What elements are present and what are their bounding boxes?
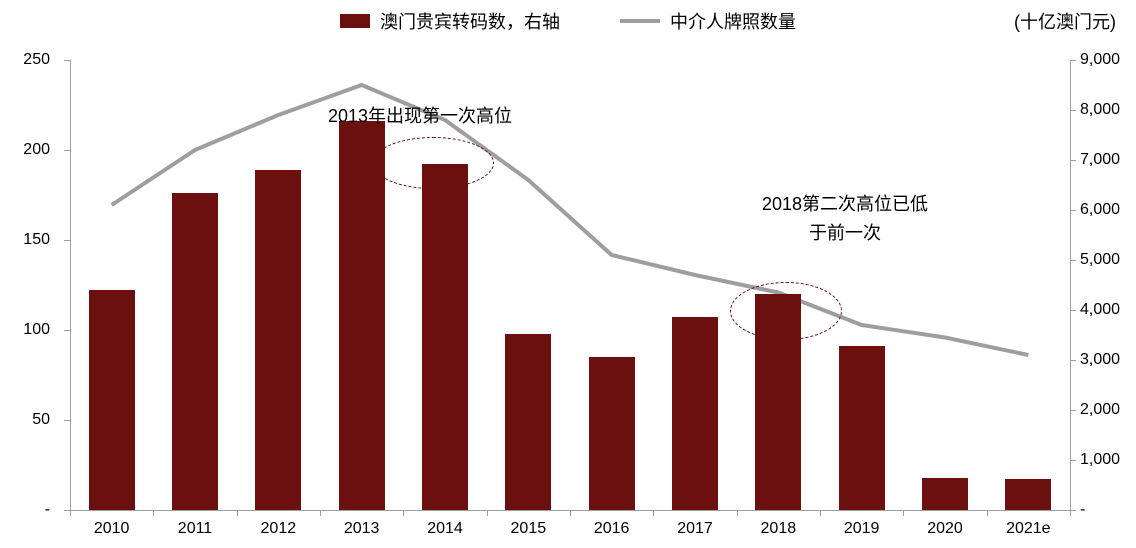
chart-container: 澳门贵宾转码数，右轴 中介人牌照数量 (十亿澳门元) - 50 100 150 200 2… (0, 0, 1136, 548)
legend-swatch-bar (340, 14, 370, 28)
y-right-tick-label: 6,000 (1080, 202, 1120, 218)
y-right-tick-mark (1070, 60, 1076, 61)
y-right-tick-label: 2,000 (1080, 402, 1120, 418)
bar (839, 346, 885, 510)
x-tick-label: 2021e (1006, 520, 1051, 538)
bar (589, 357, 635, 510)
y-right-tick-mark (1070, 110, 1076, 111)
x-tick-label: 2016 (594, 520, 630, 538)
x-tick-label: 2011 (178, 520, 212, 538)
y-left-tick-label: 100 (23, 322, 50, 338)
x-axis: 2010 2011 2012 2013 2014 2015 2016 2017 2018 2019… (70, 510, 1070, 540)
x-tick-label: 2015 (511, 520, 547, 538)
y-left-tick-mark (64, 240, 70, 241)
bar (89, 290, 135, 510)
y-right-tick-mark (1070, 210, 1076, 211)
y-right-tick-label: 7,000 (1080, 152, 1120, 168)
x-axis-line (70, 510, 1070, 511)
legend-swatch-line (620, 19, 660, 23)
legend-item-bar: 澳门贵宾转码数，右轴 (340, 8, 560, 34)
y-left-tick-label: 250 (23, 52, 50, 68)
y-right-tick-mark (1070, 410, 1076, 411)
y-right-tick-mark (1070, 310, 1076, 311)
bar (422, 164, 468, 510)
plot-area: 2013年出现第一次高位 2018第二次高位已低于前一次 (70, 60, 1070, 510)
y-left-tick-label: 50 (32, 412, 50, 428)
line-series (70, 60, 1070, 510)
x-tick-label: 2019 (844, 520, 880, 538)
y-left-tick-mark (64, 150, 70, 151)
annotation-line: 于前一次 (762, 219, 928, 248)
y-right-tick-mark (1070, 360, 1076, 361)
y-right-tick-label: - (1080, 502, 1085, 518)
y-left-tick-mark (64, 420, 70, 421)
bar (505, 334, 551, 510)
y-right-tick-label: 8,000 (1080, 102, 1120, 118)
legend: 澳门贵宾转码数，右轴 中介人牌照数量 (0, 8, 1136, 34)
unit-label: (十亿澳门元) (1014, 8, 1116, 34)
y-axis-right: -1,0002,0003,0004,0005,0006,0007,0008,00… (1070, 60, 1136, 510)
y-right-tick-mark (1070, 160, 1076, 161)
annotation: 2013年出现第一次高位 (328, 102, 512, 131)
y-right-tick-mark (1070, 460, 1076, 461)
x-tick-label: 2013 (344, 520, 380, 538)
x-tick-label: 2014 (427, 520, 463, 538)
y-right-tick-label: 1,000 (1080, 452, 1120, 468)
annotation: 2018第二次高位已低于前一次 (762, 190, 928, 248)
legend-label-bar: 澳门贵宾转码数，右轴 (380, 8, 560, 34)
bar (339, 121, 385, 510)
bar (172, 193, 218, 510)
y-left-tick-label: - (45, 502, 50, 518)
y-left-tick-mark (64, 60, 70, 61)
bar (922, 478, 968, 510)
y-axis-left: -50100150200250 (0, 60, 60, 510)
bar (672, 317, 718, 510)
y-left-tick-label: 200 (23, 142, 50, 158)
x-tick-label: 2020 (927, 520, 963, 538)
y-right-tick-mark (1070, 260, 1076, 261)
y-right-tick-label: 5,000 (1080, 252, 1120, 268)
bar (1005, 479, 1051, 510)
x-tick-label: 2018 (761, 520, 797, 538)
bar (755, 294, 801, 510)
y-right-tick-mark (1070, 510, 1076, 511)
legend-item-line: 中介人牌照数量 (620, 8, 796, 34)
y-right-tick-label: 4,000 (1080, 302, 1120, 318)
legend-label-line: 中介人牌照数量 (670, 8, 796, 34)
annotation-line: 2018第二次高位已低 (762, 190, 928, 219)
y-right-tick-label: 9,000 (1080, 52, 1120, 68)
x-tick-label: 2017 (677, 520, 713, 538)
bar (255, 170, 301, 510)
y-left-tick-mark (64, 510, 70, 511)
x-tick-label: 2010 (94, 520, 130, 538)
y-right-tick-label: 3,000 (1080, 352, 1120, 368)
y-left-tick-mark (64, 330, 70, 331)
y-left-tick-label: 150 (23, 232, 50, 248)
x-tick-label: 2012 (261, 520, 297, 538)
